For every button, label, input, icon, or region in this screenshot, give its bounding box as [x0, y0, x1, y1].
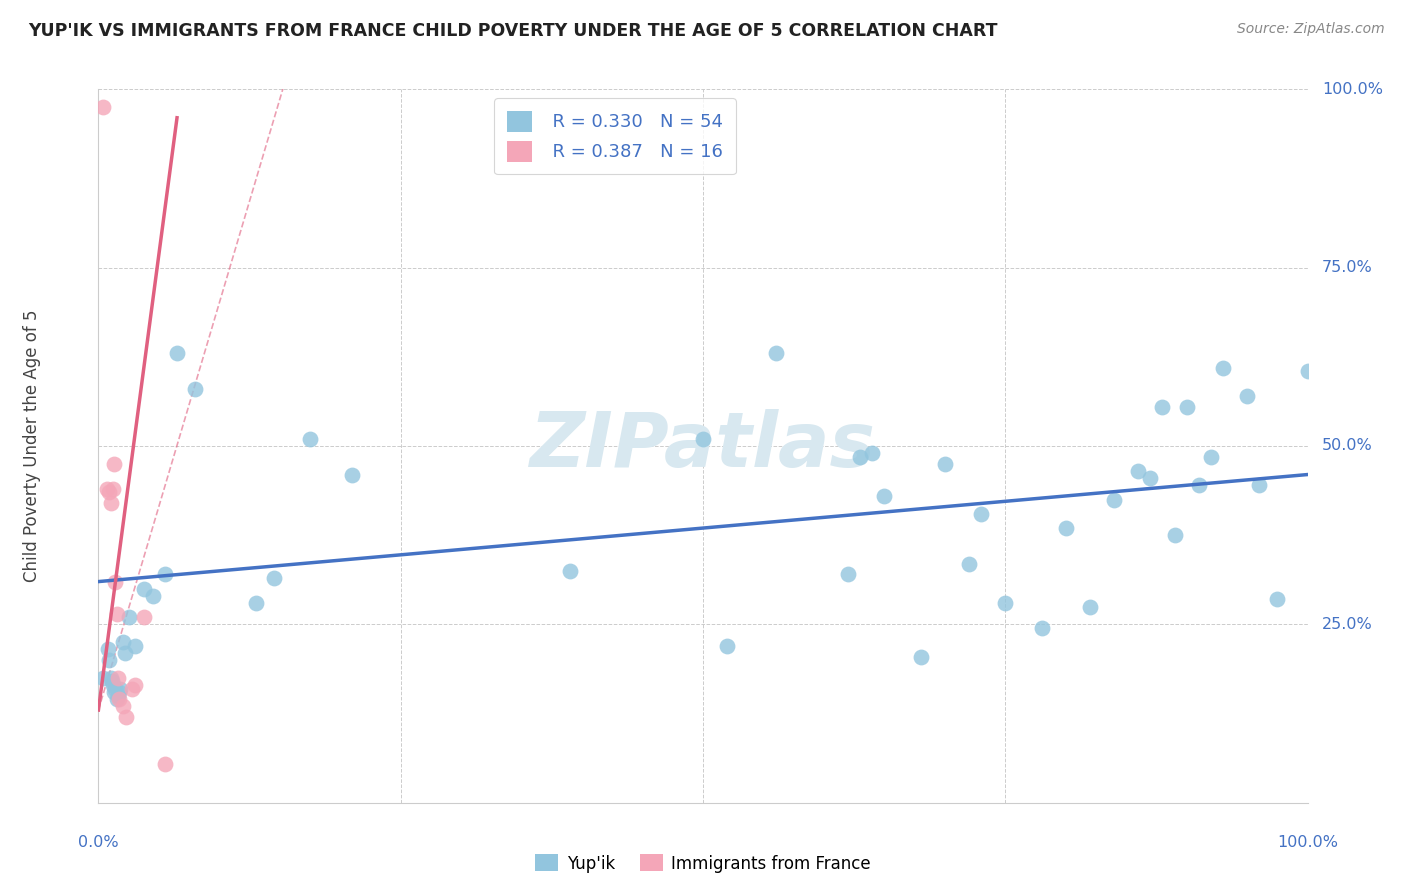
Point [970, 507, 993, 521]
Point [153, 567, 176, 582]
Text: Source: ZipAtlas.com: Source: ZipAtlas.com [1237, 22, 1385, 37]
Point [124, 678, 146, 692]
Legend: Yup'ik, Immigrants from France: Yup'ik, Immigrants from France [529, 847, 877, 880]
Point [166, 346, 188, 360]
Point [100, 671, 122, 685]
Point [104, 681, 127, 696]
Point [108, 685, 131, 699]
Point [101, 678, 124, 692]
Text: ZIPatlas: ZIPatlas [530, 409, 876, 483]
Point [1265, 592, 1288, 607]
Point [263, 571, 285, 585]
Point [121, 681, 143, 696]
Point [134, 610, 156, 624]
Text: 0.0%: 0.0% [79, 835, 118, 850]
Point [1102, 492, 1125, 507]
Point [1236, 389, 1258, 403]
Point [692, 432, 714, 446]
Point [860, 446, 883, 460]
Point [558, 564, 581, 578]
Point [105, 692, 128, 706]
Text: 50.0%: 50.0% [1322, 439, 1372, 453]
Point [103, 685, 125, 699]
Point [91, 671, 114, 685]
Point [184, 382, 207, 396]
Point [1175, 400, 1198, 414]
Point [108, 692, 131, 706]
Text: 100.0%: 100.0% [1277, 835, 1339, 850]
Point [849, 450, 872, 464]
Point [105, 607, 128, 621]
Legend:   R = 0.330   N = 54,   R = 0.387   N = 16: R = 0.330 N = 54, R = 0.387 N = 16 [495, 98, 735, 174]
Point [104, 574, 127, 589]
Text: 25.0%: 25.0% [1322, 617, 1372, 632]
Point [111, 635, 134, 649]
Point [111, 699, 134, 714]
Point [1212, 360, 1234, 375]
Point [91, 100, 114, 114]
Point [1249, 478, 1271, 492]
Point [103, 457, 125, 471]
Point [134, 582, 156, 596]
Point [124, 639, 146, 653]
Point [108, 681, 131, 696]
Point [96, 482, 118, 496]
Point [100, 496, 122, 510]
Point [1031, 621, 1053, 635]
Point [873, 489, 896, 503]
Point [114, 646, 136, 660]
Point [100, 674, 122, 689]
Point [107, 671, 129, 685]
Text: 100.0%: 100.0% [1322, 82, 1384, 96]
Point [1199, 450, 1222, 464]
Point [1078, 599, 1101, 614]
Point [1188, 478, 1211, 492]
Point [115, 710, 138, 724]
Point [298, 432, 321, 446]
Text: YUP'IK VS IMMIGRANTS FROM FRANCE CHILD POVERTY UNDER THE AGE OF 5 CORRELATION CH: YUP'IK VS IMMIGRANTS FROM FRANCE CHILD P… [28, 22, 998, 40]
Text: 75.0%: 75.0% [1322, 260, 1372, 275]
Point [837, 567, 859, 582]
Point [1152, 400, 1174, 414]
Point [118, 610, 141, 624]
Point [765, 346, 787, 360]
Point [101, 482, 124, 496]
Point [142, 589, 165, 603]
Point [1128, 464, 1150, 478]
Point [97, 642, 120, 657]
Point [910, 649, 932, 664]
Point [1296, 364, 1319, 378]
Text: Child Poverty Under the Age of 5: Child Poverty Under the Age of 5 [22, 310, 41, 582]
Point [957, 557, 980, 571]
Point [107, 689, 129, 703]
Point [342, 467, 364, 482]
Point [245, 596, 267, 610]
Point [98, 653, 121, 667]
Point [994, 596, 1017, 610]
Point [716, 639, 738, 653]
Point [1054, 521, 1077, 535]
Point [934, 457, 956, 471]
Point [1163, 528, 1185, 542]
Point [153, 756, 176, 771]
Point [1139, 471, 1161, 485]
Point [98, 485, 121, 500]
